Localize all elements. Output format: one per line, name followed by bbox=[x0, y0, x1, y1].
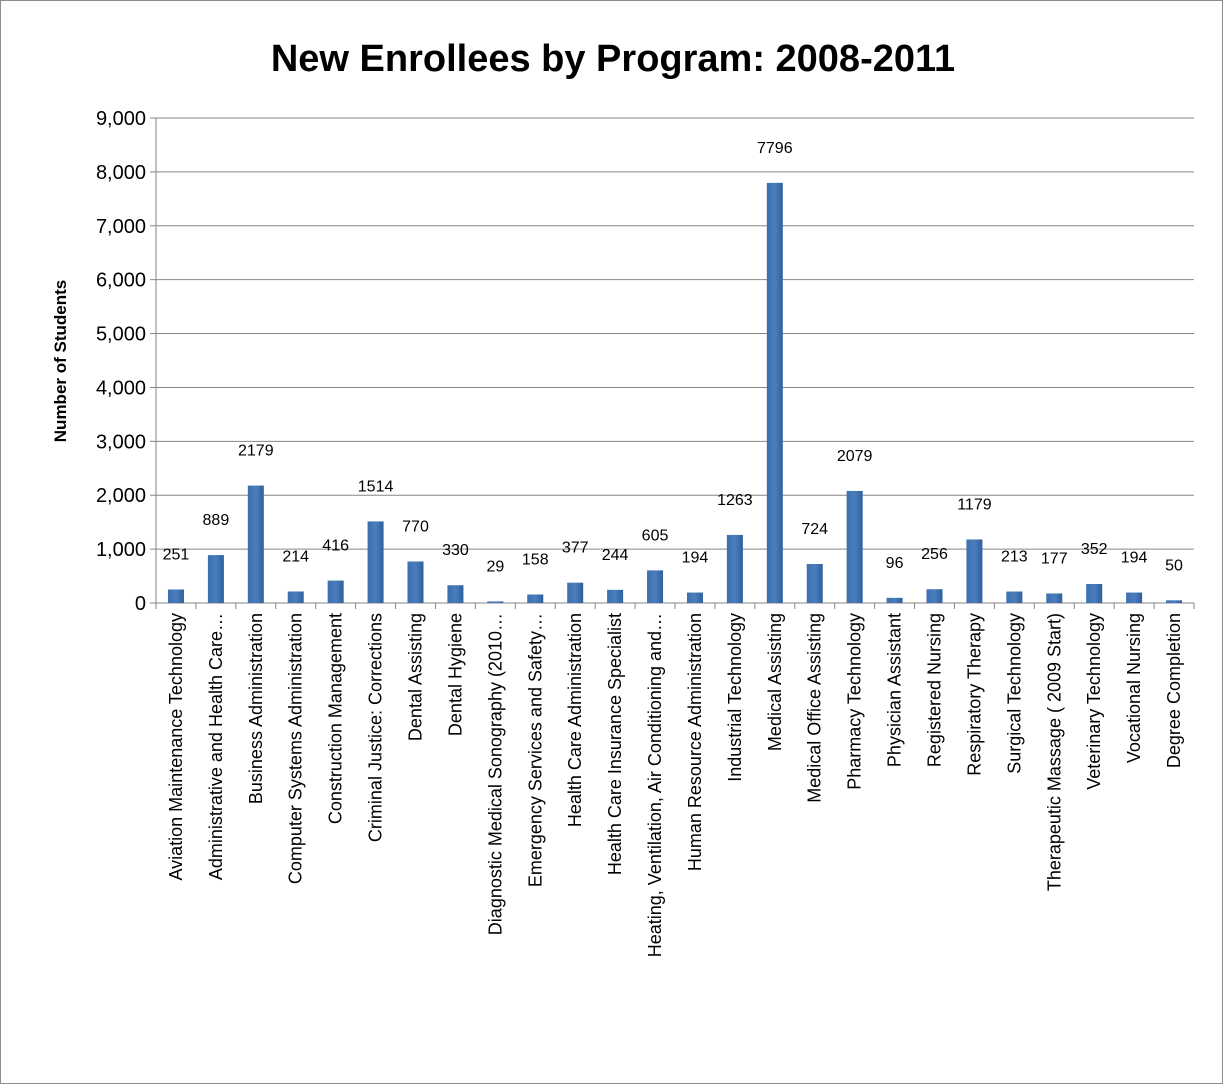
y-tick-label: 7,000 bbox=[96, 216, 146, 238]
data-label: 194 bbox=[682, 550, 709, 567]
bar bbox=[1006, 591, 1023, 603]
x-tick-label: Dental Hygiene bbox=[445, 613, 465, 736]
x-tick-labels: Aviation Maintenance Technology Administr… bbox=[166, 613, 1184, 957]
bar bbox=[647, 570, 664, 603]
x-tick-label: Health Care Administration bbox=[565, 613, 585, 827]
bar bbox=[1166, 600, 1183, 603]
bars bbox=[167, 182, 1183, 604]
x-tick-label: Administrative and Health Care… bbox=[206, 613, 226, 880]
data-label: 2179 bbox=[238, 443, 274, 460]
bar bbox=[487, 601, 504, 603]
x-tick-label: Computer Systems Administration bbox=[286, 613, 306, 884]
gridlines bbox=[150, 117, 1195, 609]
data-label: 29 bbox=[486, 558, 504, 575]
data-label: 7796 bbox=[757, 140, 793, 157]
chart-title: New Enrollees by Program: 2008-2011 bbox=[271, 38, 955, 80]
y-tick-label: 2,000 bbox=[96, 485, 146, 507]
data-label: 2079 bbox=[837, 448, 873, 465]
data-label: 770 bbox=[402, 519, 429, 536]
y-tick-label: 9,000 bbox=[96, 108, 146, 130]
x-tick-label: Medical Assisting bbox=[765, 613, 785, 751]
x-tick-label: Respiratory Therapy bbox=[964, 613, 984, 776]
x-tick-label: Dental Assisting bbox=[406, 613, 426, 741]
x-tick-label: Health Care Insurance Specialist bbox=[605, 613, 625, 875]
data-label: 1179 bbox=[957, 496, 992, 513]
x-tick-label: Degree Completion bbox=[1164, 613, 1184, 768]
y-tick-labels: 0 1,000 2,000 3,000 4,000 5,000 6,000 7,000 8,00… bbox=[96, 108, 146, 615]
data-label: 177 bbox=[1041, 550, 1068, 567]
data-label: 605 bbox=[642, 527, 669, 544]
data-label: 377 bbox=[562, 540, 589, 557]
data-label: 1263 bbox=[717, 492, 753, 509]
bar bbox=[1126, 592, 1143, 603]
bar bbox=[607, 589, 624, 603]
y-axis-label: Number of Students bbox=[51, 280, 70, 442]
x-tick-label: Vocational Nursing bbox=[1124, 613, 1144, 763]
bar bbox=[367, 521, 384, 603]
x-tick-label: Registered Nursing bbox=[925, 613, 945, 767]
x-tick-label: Medical Office Assisting bbox=[805, 613, 825, 803]
x-tick-label: Emergency Services and Safety… bbox=[525, 613, 545, 887]
bar bbox=[407, 561, 424, 603]
bar bbox=[686, 592, 703, 603]
bar bbox=[287, 591, 304, 603]
data-label: 96 bbox=[886, 555, 904, 572]
x-tick-label: Business Administration bbox=[246, 613, 266, 804]
x-tick-label: Veterinary Technology bbox=[1084, 613, 1104, 790]
data-label: 416 bbox=[322, 538, 349, 555]
bar bbox=[726, 534, 743, 603]
bar bbox=[1086, 584, 1103, 603]
bar bbox=[327, 580, 344, 603]
bar bbox=[766, 182, 783, 604]
data-label: 50 bbox=[1165, 557, 1183, 574]
x-tick-label: Diagnostic Medical Sonography (2010… bbox=[485, 613, 505, 935]
x-tick-label: Criminal Justice: Corrections bbox=[366, 613, 386, 842]
data-label: 256 bbox=[921, 546, 948, 563]
bar bbox=[567, 582, 584, 603]
x-tick-label: Aviation Maintenance Technology bbox=[166, 613, 186, 881]
data-labels: 251 889 2179 214 416 1514 770 330 29 158 377 244 605… bbox=[163, 140, 1183, 576]
data-label: 194 bbox=[1121, 550, 1148, 567]
bar bbox=[926, 589, 943, 603]
bar bbox=[1046, 593, 1063, 603]
data-label: 214 bbox=[282, 548, 309, 565]
bar bbox=[966, 539, 983, 603]
data-label: 724 bbox=[801, 521, 828, 538]
bar bbox=[207, 555, 224, 603]
x-tick-label: Heating, Ventilation, Air Conditioning a… bbox=[645, 613, 665, 957]
data-label: 330 bbox=[442, 542, 469, 559]
x-tick-label: Human Resource Administration bbox=[685, 613, 705, 871]
data-label: 158 bbox=[522, 551, 549, 568]
y-tick-label: 0 bbox=[135, 593, 146, 615]
y-tick-label: 6,000 bbox=[96, 270, 146, 292]
x-tick-label: Industrial Technology bbox=[725, 613, 745, 782]
bar bbox=[167, 589, 184, 603]
x-tick-label: Therapeutic Massage ( 2009 Start) bbox=[1044, 613, 1064, 891]
x-tick-label: Construction Management bbox=[326, 613, 346, 824]
bar bbox=[846, 490, 863, 603]
data-label: 352 bbox=[1081, 541, 1108, 558]
data-label: 889 bbox=[203, 512, 230, 529]
bar bbox=[806, 563, 823, 603]
bar bbox=[247, 485, 264, 603]
x-tick-label: Surgical Technology bbox=[1004, 613, 1024, 774]
bar bbox=[447, 585, 464, 603]
x-tick-label: Physician Assistant bbox=[885, 613, 905, 767]
bar bbox=[886, 597, 903, 603]
y-tick-label: 1,000 bbox=[96, 539, 146, 561]
x-tick-label: Pharmacy Technology bbox=[845, 613, 865, 790]
data-label: 251 bbox=[163, 546, 190, 563]
data-label: 244 bbox=[602, 547, 629, 564]
y-tick-label: 5,000 bbox=[96, 324, 146, 346]
y-tick-label: 4,000 bbox=[96, 377, 146, 399]
data-label: 1514 bbox=[358, 478, 394, 495]
y-tick-label: 3,000 bbox=[96, 431, 146, 453]
bar bbox=[527, 594, 544, 603]
y-tick-label: 8,000 bbox=[96, 162, 146, 184]
data-label: 213 bbox=[1001, 549, 1028, 566]
